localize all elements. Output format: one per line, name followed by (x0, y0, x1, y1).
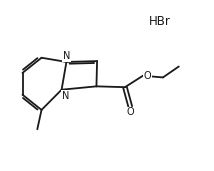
Text: O: O (144, 71, 152, 81)
Text: HBr: HBr (149, 15, 171, 28)
Text: N: N (63, 51, 70, 61)
Text: N: N (62, 91, 70, 101)
Text: O: O (126, 107, 134, 117)
